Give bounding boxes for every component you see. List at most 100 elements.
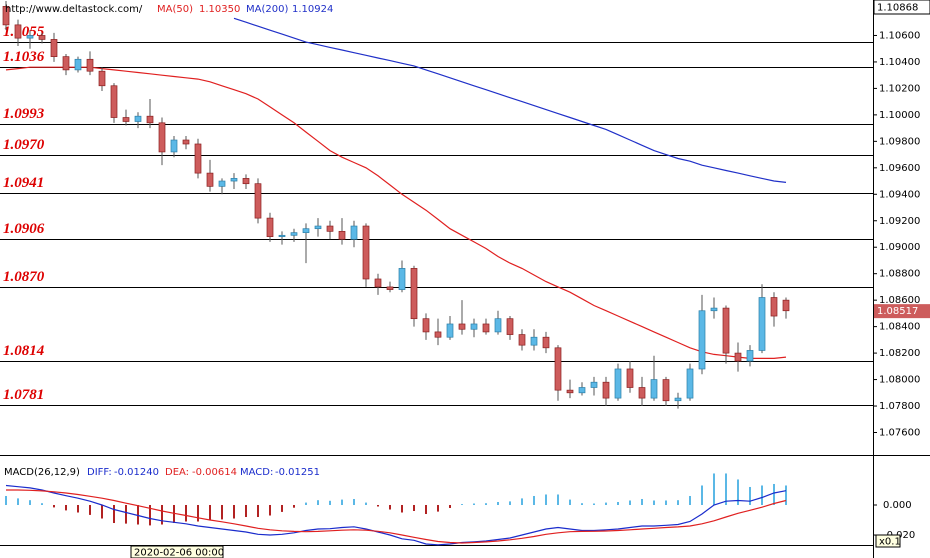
candle-body <box>458 323 466 330</box>
histogram-bar <box>161 504 163 525</box>
histogram-bar <box>173 504 175 524</box>
candle-body <box>506 318 514 335</box>
candle-body <box>650 379 658 399</box>
moving-average-line <box>233 17 787 183</box>
histogram-bar <box>137 504 139 525</box>
histogram-bar <box>413 504 415 512</box>
candle-body <box>422 318 430 333</box>
histogram-bar <box>125 504 127 524</box>
y-tick-label: 1.09600 <box>879 163 920 174</box>
histogram-bar <box>53 504 55 508</box>
y-tick-label: 1.09200 <box>879 216 920 227</box>
histogram-bar <box>89 504 91 515</box>
histogram-bar <box>149 504 151 526</box>
legend-name: DIFF: <box>87 467 112 478</box>
candle-body <box>386 286 394 290</box>
candle-body <box>254 183 262 219</box>
candle-body <box>194 143 202 174</box>
candle-body <box>338 230 346 240</box>
candle-body <box>710 307 718 312</box>
y-tick-label: 1.07600 <box>879 428 920 439</box>
histogram-bar <box>677 500 679 505</box>
y-tick-label: 1.08600 <box>879 295 920 306</box>
candle-body <box>434 331 442 338</box>
candle-body <box>410 268 418 320</box>
legend-value: -0.01251 <box>275 467 320 478</box>
candle-body <box>278 234 286 237</box>
histogram-bar <box>761 485 763 505</box>
candle-body <box>290 232 298 236</box>
legend-value: 1.10924 <box>292 4 333 15</box>
candle-body <box>530 336 538 346</box>
macd-line <box>6 489 787 544</box>
histogram-bar <box>593 503 595 505</box>
histogram-bar <box>701 485 703 505</box>
scale-note-box <box>875 534 901 548</box>
candle-body <box>662 379 670 402</box>
y-tick-label: 0.000 <box>883 500 912 511</box>
histogram-bar <box>605 502 607 505</box>
histogram-bar <box>185 504 187 522</box>
candle-body <box>170 139 178 153</box>
top-value-box <box>873 0 930 15</box>
histogram-bar <box>533 495 535 505</box>
histogram-bar <box>737 479 739 505</box>
candle-body <box>494 318 502 333</box>
candle-body <box>206 172 214 187</box>
level-label: 1.0941 <box>3 175 44 191</box>
candle-body <box>50 39 58 57</box>
histogram-bar <box>389 504 391 510</box>
y-tick-label: 1.10400 <box>879 57 920 68</box>
candle-body <box>590 381 598 388</box>
candle-body <box>770 297 778 317</box>
histogram-bar <box>617 501 619 505</box>
candle-body <box>110 85 118 118</box>
candle-body <box>782 299 790 312</box>
histogram-bar <box>257 504 259 518</box>
level-label: 1.0993 <box>3 106 45 122</box>
candle-body <box>734 352 742 362</box>
candle-body <box>638 387 646 399</box>
candle-body <box>698 310 706 370</box>
candle-body <box>134 115 142 122</box>
legend-name: MACD: <box>240 467 273 478</box>
histogram-bar <box>689 495 691 505</box>
histogram-bar <box>497 501 499 505</box>
candle-body <box>398 268 406 290</box>
y-tick-label: 1.09800 <box>879 136 920 147</box>
candle-body <box>242 178 250 185</box>
candle-body <box>374 278 382 288</box>
histogram-bar <box>41 503 43 505</box>
y-tick-label: 1.09400 <box>879 189 920 200</box>
histogram-bar <box>449 504 451 508</box>
histogram-bar <box>305 502 307 505</box>
candle-body <box>362 225 370 280</box>
candle-body <box>446 323 454 338</box>
candle-body <box>302 228 310 234</box>
histogram-bar <box>65 504 67 511</box>
histogram-bar <box>545 494 547 505</box>
candle-body <box>350 225 358 240</box>
histogram-bar <box>233 504 235 519</box>
histogram-bar <box>353 498 355 505</box>
histogram-bar <box>749 486 751 505</box>
y-tick-label: 1.08000 <box>879 375 920 386</box>
level-label: 1.0870 <box>3 269 45 285</box>
time-label-box <box>130 545 224 558</box>
last-price-box <box>874 304 930 319</box>
histogram-bar <box>425 504 427 515</box>
y-tick-label: 1.08400 <box>879 322 920 333</box>
histogram-bar <box>653 500 655 505</box>
legend-name: DEA: <box>165 467 189 478</box>
histogram-bar <box>509 501 511 505</box>
candle-body <box>746 350 754 362</box>
histogram-bar <box>293 504 295 508</box>
y-tick-label: 1.10200 <box>879 83 920 94</box>
histogram-bar <box>101 504 103 519</box>
candle-body <box>554 347 562 391</box>
histogram-bar <box>713 473 715 505</box>
candle-body <box>86 58 94 72</box>
histogram-bar <box>641 498 643 505</box>
